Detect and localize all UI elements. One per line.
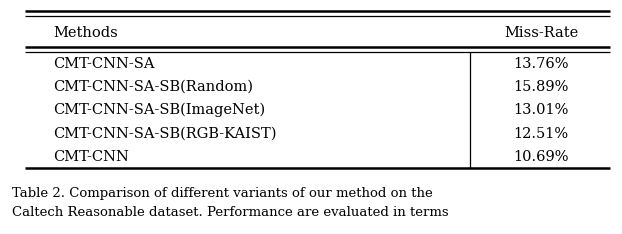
- Text: Caltech Reasonable dataset. Performance are evaluated in terms: Caltech Reasonable dataset. Performance …: [12, 206, 449, 219]
- Text: CMT-CNN-SA: CMT-CNN-SA: [53, 57, 154, 71]
- Text: CMT-CNN-SA-SB(RGB-KAIST): CMT-CNN-SA-SB(RGB-KAIST): [53, 127, 276, 141]
- Text: Methods: Methods: [53, 26, 118, 40]
- Text: Table 2. Comparison of different variants of our method on the: Table 2. Comparison of different variant…: [12, 186, 433, 200]
- Text: 10.69%: 10.69%: [513, 150, 569, 164]
- Text: 13.01%: 13.01%: [513, 103, 569, 117]
- Text: 15.89%: 15.89%: [513, 80, 569, 94]
- Text: 13.76%: 13.76%: [513, 57, 569, 71]
- Text: Miss-Rate: Miss-Rate: [504, 26, 578, 40]
- Text: 12.51%: 12.51%: [514, 127, 569, 141]
- Text: CMT-CNN-SA-SB(ImageNet): CMT-CNN-SA-SB(ImageNet): [53, 103, 265, 117]
- Text: CMT-CNN: CMT-CNN: [53, 150, 129, 164]
- Text: CMT-CNN-SA-SB(Random): CMT-CNN-SA-SB(Random): [53, 80, 253, 94]
